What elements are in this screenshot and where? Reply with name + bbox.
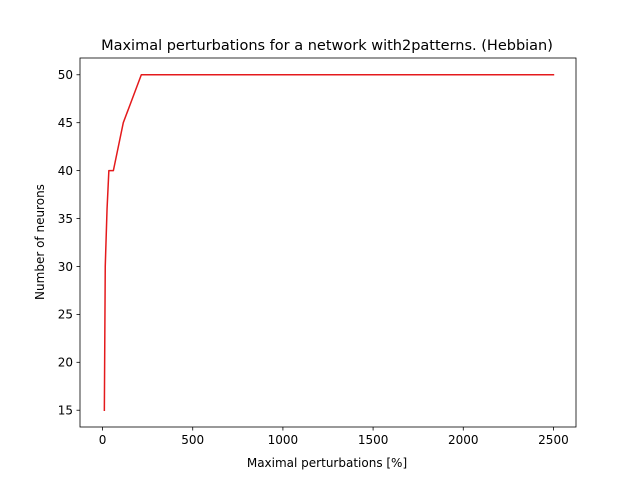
y-tick-label: 20: [58, 356, 73, 370]
x-tick-label: 500: [181, 433, 204, 447]
x-tick-label: 1500: [358, 433, 389, 447]
series-line: [104, 75, 553, 410]
x-tick-label: 2000: [448, 433, 479, 447]
plot-area: 0 500 1000 1500 2000 2500 15 20 25 30 35 40 45 50: [58, 58, 576, 447]
x-tick-label: 0: [99, 433, 107, 447]
y-tick-label: 35: [58, 212, 73, 226]
y-tick-label: 50: [58, 68, 73, 82]
axes-frame: [80, 58, 576, 427]
y-tick-label: 45: [58, 116, 73, 130]
y-tick-label: 15: [58, 404, 73, 418]
y-tick-label: 40: [58, 164, 73, 178]
y-axis-title: Number of neurons: [33, 184, 47, 300]
x-axis-title: Maximal perturbations [%]: [247, 456, 407, 470]
x-tick-label: 1000: [268, 433, 299, 447]
y-tick-label: 30: [58, 260, 73, 274]
chart-title: Maximal perturbations for a network with…: [101, 38, 553, 54]
y-tick-label: 25: [58, 308, 73, 322]
x-tick-label: 2500: [538, 433, 569, 447]
